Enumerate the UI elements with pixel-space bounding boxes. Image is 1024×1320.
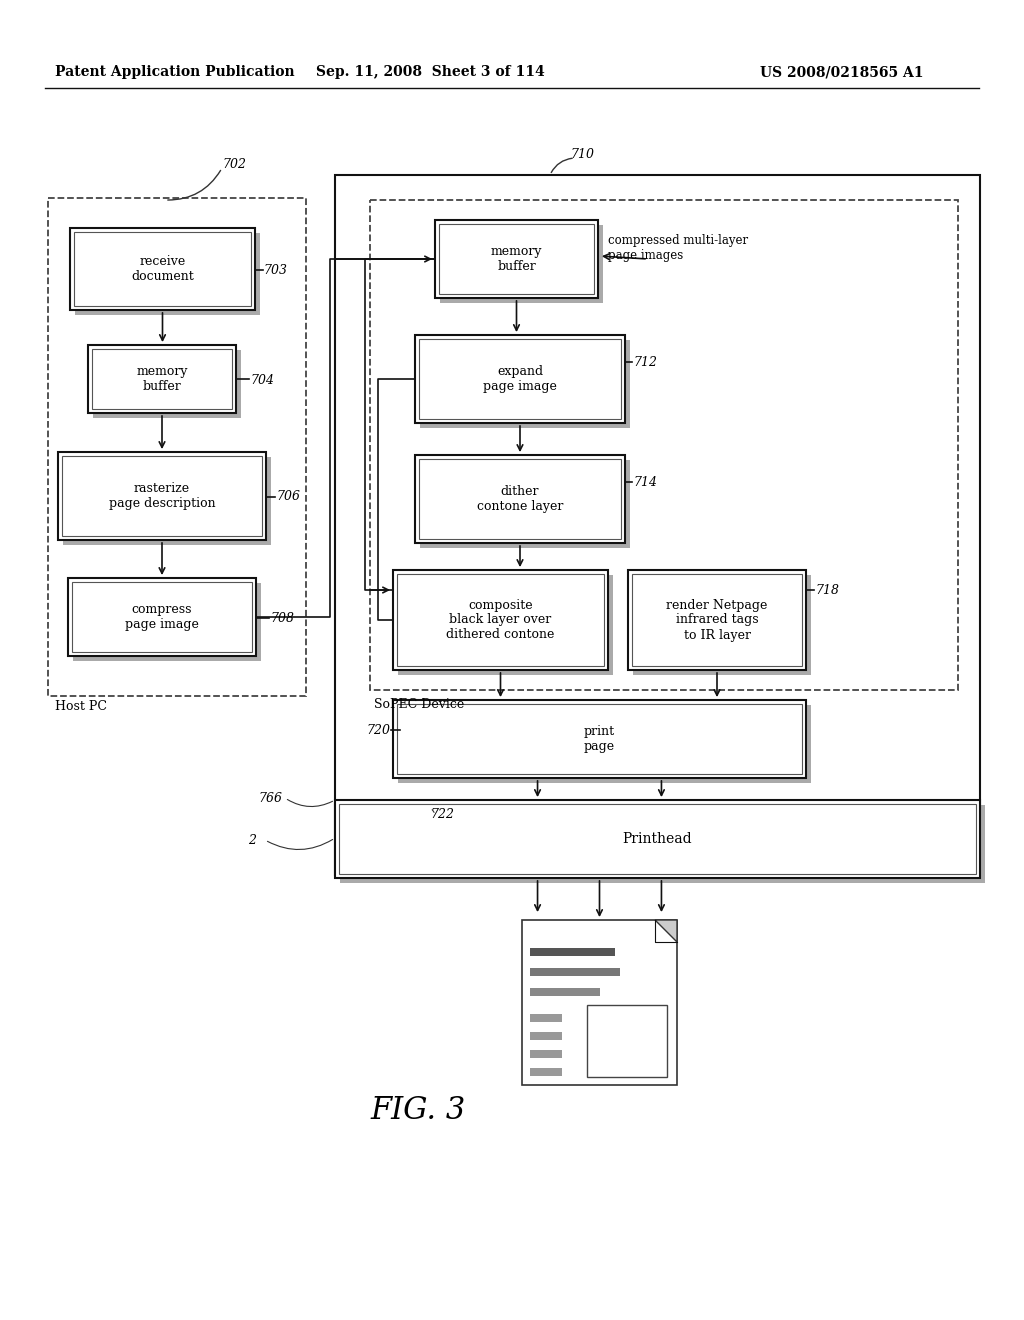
Polygon shape bbox=[655, 920, 677, 942]
Text: 702: 702 bbox=[222, 158, 246, 172]
Text: Patent Application Publication: Patent Application Publication bbox=[55, 65, 295, 79]
Text: Host PC: Host PC bbox=[55, 700, 106, 713]
Text: render Netpage
infrared tags
to IR layer: render Netpage infrared tags to IR layer bbox=[667, 598, 768, 642]
Text: 712: 712 bbox=[633, 355, 657, 368]
Text: print
page: print page bbox=[584, 725, 615, 752]
Bar bbox=[530, 1014, 562, 1022]
Bar bbox=[393, 570, 608, 671]
Bar bbox=[397, 704, 802, 774]
Bar bbox=[530, 1049, 562, 1059]
Bar bbox=[530, 1032, 562, 1040]
Bar bbox=[419, 339, 621, 418]
Text: 710: 710 bbox=[570, 149, 594, 161]
Text: memory
buffer: memory buffer bbox=[136, 366, 187, 393]
Text: SoPEC Device: SoPEC Device bbox=[374, 698, 464, 711]
Bar bbox=[93, 350, 241, 418]
Text: rasterize
page description: rasterize page description bbox=[109, 482, 215, 510]
Text: 714: 714 bbox=[633, 475, 657, 488]
Bar bbox=[75, 234, 260, 315]
Text: expand
page image: expand page image bbox=[483, 366, 557, 393]
Bar bbox=[530, 948, 615, 956]
Bar bbox=[633, 576, 811, 675]
Text: receive
document: receive document bbox=[131, 255, 194, 282]
Text: FIG. 3: FIG. 3 bbox=[370, 1096, 465, 1126]
Bar bbox=[63, 457, 271, 545]
Text: 708: 708 bbox=[270, 611, 294, 624]
Bar bbox=[419, 459, 621, 539]
Bar bbox=[530, 987, 600, 997]
Bar bbox=[339, 804, 976, 874]
Text: 718: 718 bbox=[815, 583, 839, 597]
Bar bbox=[340, 805, 985, 883]
Bar bbox=[48, 198, 306, 696]
Bar bbox=[393, 700, 806, 777]
Bar bbox=[370, 201, 958, 690]
Bar bbox=[58, 451, 266, 540]
Text: 2: 2 bbox=[248, 833, 256, 846]
Bar bbox=[415, 455, 625, 543]
Bar bbox=[420, 459, 630, 548]
Bar bbox=[88, 345, 236, 413]
Bar bbox=[415, 335, 625, 422]
Bar bbox=[335, 176, 980, 875]
Text: 706: 706 bbox=[276, 491, 300, 503]
Bar bbox=[398, 576, 613, 675]
Bar bbox=[522, 920, 677, 1085]
Bar bbox=[92, 348, 232, 409]
Text: 703: 703 bbox=[263, 264, 287, 276]
Bar bbox=[398, 705, 811, 783]
Bar bbox=[440, 224, 603, 304]
Bar bbox=[73, 583, 261, 661]
Text: Sep. 11, 2008  Sheet 3 of 114: Sep. 11, 2008 Sheet 3 of 114 bbox=[315, 65, 545, 79]
Text: US 2008/0218565 A1: US 2008/0218565 A1 bbox=[760, 65, 924, 79]
Text: compressed multi-layer
page images: compressed multi-layer page images bbox=[608, 234, 749, 261]
Bar bbox=[439, 224, 594, 294]
Bar bbox=[628, 570, 806, 671]
Text: Printhead: Printhead bbox=[623, 832, 692, 846]
Bar bbox=[632, 574, 802, 667]
Bar bbox=[530, 968, 620, 975]
Bar bbox=[68, 578, 256, 656]
Bar bbox=[335, 800, 980, 878]
Text: 722: 722 bbox=[430, 808, 454, 821]
Bar bbox=[435, 220, 598, 298]
Text: composite
black layer over
dithered contone: composite black layer over dithered cont… bbox=[446, 598, 555, 642]
Bar bbox=[72, 582, 252, 652]
Bar bbox=[70, 228, 255, 310]
Bar bbox=[62, 455, 262, 536]
Text: 704: 704 bbox=[250, 374, 274, 387]
Text: 720: 720 bbox=[366, 723, 390, 737]
Text: memory
buffer: memory buffer bbox=[490, 246, 543, 273]
Bar bbox=[420, 341, 630, 428]
Text: dither
contone layer: dither contone layer bbox=[477, 484, 563, 513]
Bar bbox=[74, 232, 251, 306]
Bar bbox=[397, 574, 604, 667]
Bar bbox=[530, 1068, 562, 1076]
Text: 766: 766 bbox=[258, 792, 282, 804]
Text: compress
page image: compress page image bbox=[125, 603, 199, 631]
Bar bbox=[587, 1005, 667, 1077]
